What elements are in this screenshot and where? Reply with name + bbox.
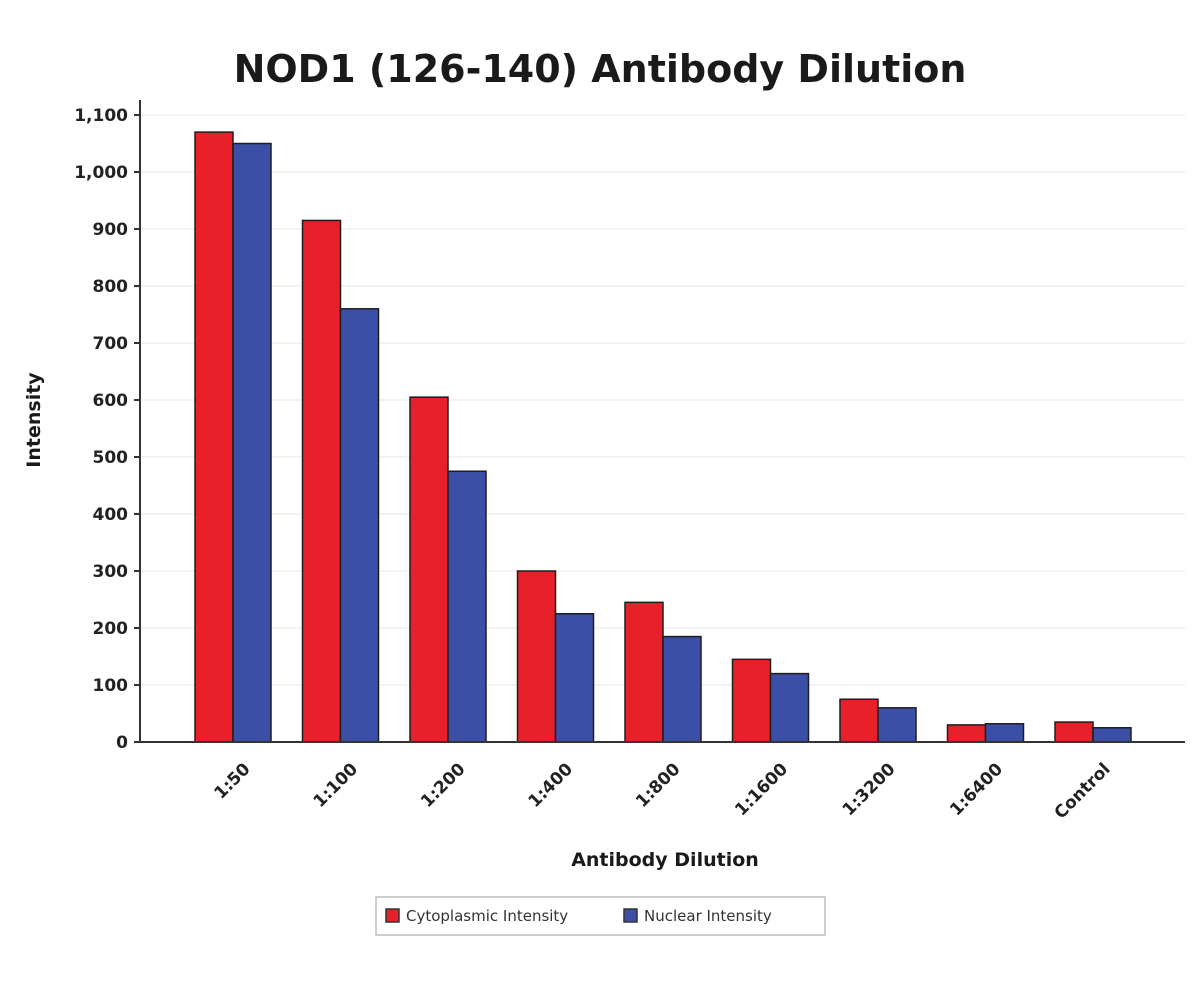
x-axis-title: Antibody Dilution: [571, 849, 759, 871]
bar: [839, 698, 879, 743]
bar: [339, 308, 380, 743]
legend-label: Cytoplasmic Intensity: [406, 907, 568, 925]
legend: Cytoplasmic Intensity Nuclear Intensity: [375, 896, 826, 936]
y-tick-label: 1,100: [74, 106, 128, 126]
legend-box: [375, 896, 826, 936]
y-tick-label: 600: [93, 391, 129, 411]
bar: [731, 658, 772, 743]
y-tick-label: 500: [93, 448, 129, 468]
y-tick-label: 400: [93, 505, 129, 525]
y-tick-label: 1,000: [74, 163, 128, 183]
x-tick-label: 1:1600: [731, 759, 792, 820]
x-tick-label: 1:6400: [946, 759, 1007, 820]
bar: [624, 601, 664, 743]
axes: [139, 100, 1185, 743]
bar: [194, 131, 234, 743]
gridlines: [140, 114, 1185, 686]
bar: [232, 142, 272, 743]
bar: [554, 613, 595, 743]
bar: [984, 723, 1025, 743]
bar: [1092, 727, 1132, 743]
y-tick-label: 800: [93, 277, 129, 297]
x-tick-label: 1:800: [632, 759, 685, 812]
y-tick-label: 0: [116, 733, 128, 753]
y-tick-label: 900: [93, 220, 129, 240]
y-axis-title: Intensity: [23, 372, 45, 468]
y-tick-label: 200: [93, 619, 129, 639]
bar: [877, 707, 917, 743]
y-tick-label: 700: [93, 334, 129, 354]
bar: [662, 635, 702, 743]
y-axis-ticks: 0 100 200 300 400 500 600 700 800 900 1,000 1,100: [74, 106, 140, 753]
bar: [516, 570, 557, 743]
legend-swatch: [385, 908, 400, 923]
bar: [946, 724, 987, 743]
x-tick-label: 1:200: [417, 759, 470, 812]
bar: [447, 470, 487, 743]
x-tick-label: 1:3200: [839, 759, 900, 820]
legend-swatch: [623, 908, 638, 923]
x-tick-label: 1:400: [525, 759, 578, 812]
x-axis-ticks: 1:50 1:100 1:200 1:400 1:800 1:1600 1:3200 1:64…: [210, 759, 1114, 823]
bar: [1054, 721, 1094, 743]
y-tick-label: 300: [93, 562, 129, 582]
bars: [194, 131, 1132, 743]
bar: [409, 396, 449, 743]
x-tick-label: 1:100: [310, 759, 363, 812]
x-tick-label: 1:50: [210, 759, 254, 803]
chart-title: NOD1 (126-140) Antibody Dilution: [234, 47, 967, 91]
legend-label: Nuclear Intensity: [644, 907, 772, 925]
bar: [769, 672, 810, 743]
bar: [301, 219, 342, 743]
y-tick-label: 100: [93, 676, 129, 696]
x-tick-label: Control: [1051, 759, 1115, 823]
